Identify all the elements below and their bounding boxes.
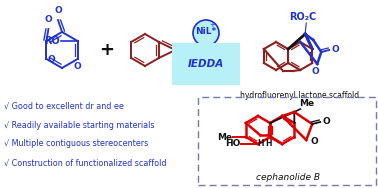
Text: RO: RO — [44, 36, 60, 46]
Text: √ Multiple contiguous stereocenters: √ Multiple contiguous stereocenters — [4, 139, 148, 149]
Text: H: H — [257, 139, 263, 148]
Text: cephanolide B: cephanolide B — [256, 174, 320, 183]
Text: O: O — [74, 62, 82, 71]
Text: √ Readily available starting materials: √ Readily available starting materials — [4, 121, 155, 130]
Text: O: O — [45, 15, 52, 24]
Text: Me: Me — [299, 99, 314, 108]
Text: O: O — [331, 45, 339, 54]
Text: √ Construction of functionalized scaffold: √ Construction of functionalized scaffol… — [4, 158, 166, 168]
Text: O: O — [47, 55, 55, 64]
Text: H: H — [265, 139, 271, 148]
Text: hydrofluorenyl lactone scaffold: hydrofluorenyl lactone scaffold — [240, 90, 359, 99]
Text: O: O — [310, 137, 318, 146]
Bar — [198, 97, 376, 185]
Text: Me: Me — [217, 133, 232, 142]
Text: √ Good to excellent dr and ee: √ Good to excellent dr and ee — [4, 102, 124, 111]
Text: HO: HO — [225, 139, 240, 149]
Text: RO₂C: RO₂C — [290, 12, 317, 22]
Text: IEDDA: IEDDA — [188, 59, 224, 69]
Text: +: + — [99, 41, 115, 59]
Text: NiL*: NiL* — [195, 27, 217, 36]
Text: O: O — [311, 67, 319, 76]
Text: O: O — [322, 118, 330, 127]
Text: +: + — [209, 22, 215, 28]
Text: O: O — [54, 6, 62, 15]
Circle shape — [193, 20, 219, 46]
